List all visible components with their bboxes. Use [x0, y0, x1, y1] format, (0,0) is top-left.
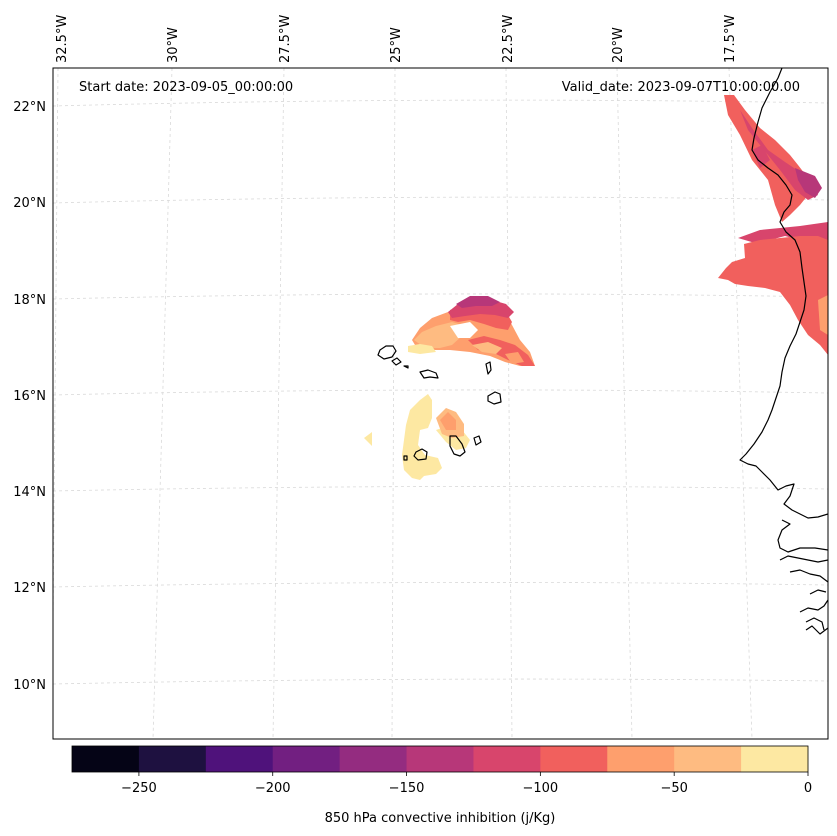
- lat-label: 18°N: [13, 293, 46, 308]
- lon-label: 20°W: [611, 27, 626, 63]
- lon-gridline: [152, 68, 173, 739]
- colorbar-segment: [205, 746, 274, 772]
- map-background: [53, 68, 828, 739]
- cin-area-minus-75: [440, 412, 456, 430]
- lon-label: 22.5°W: [501, 15, 516, 63]
- lon-label: 17.5°W: [723, 15, 738, 63]
- cin-area-minus-100: [718, 236, 828, 355]
- cin-area-minus-75: [818, 295, 828, 335]
- colorbar-segment: [406, 746, 474, 772]
- cin-area-minus-75: [505, 352, 524, 364]
- colorbar-label: 850 hPa convective inhibition (j/Kg): [325, 811, 556, 826]
- start-date-label: Start date: 2023-09-05_00:00:00: [79, 80, 293, 95]
- lon-gridline: [728, 68, 753, 739]
- island-santo-antao: [377, 345, 397, 360]
- lon-gridline: [616, 68, 633, 739]
- lat-gridline: [53, 582, 828, 588]
- graticule: [53, 68, 828, 739]
- colorbar-tick-label: −100: [523, 781, 559, 796]
- lat-gridline: [53, 389, 828, 396]
- lon-label: 25°W: [389, 27, 404, 63]
- colorbar-segment: [138, 746, 207, 772]
- lon-gridline: [391, 68, 396, 739]
- colorbar-segment: [272, 746, 341, 772]
- lon-labels: 32.5°W 30°W 27.5°W 25°W 22.5°W 20°W 17.5…: [55, 15, 738, 63]
- lon-label: 27.5°W: [278, 15, 293, 63]
- cin-contours: [364, 95, 828, 480]
- lon-label: 32.5°W: [55, 15, 70, 63]
- island-sal: [485, 361, 492, 375]
- lat-gridline: [53, 196, 828, 204]
- lat-label: 20°N: [13, 196, 46, 211]
- island-sao-nicolau: [419, 369, 439, 379]
- cin-area-minus-125: [738, 222, 828, 250]
- lat-label: 14°N: [13, 485, 46, 500]
- lat-label: 12°N: [13, 581, 46, 596]
- colorbar-tick-label: 0: [804, 781, 812, 796]
- cin-area-minus-150: [795, 168, 822, 198]
- coastline-africa: [739, 68, 828, 519]
- lat-gridline: [53, 678, 828, 685]
- island-boa-vista: [487, 391, 502, 405]
- coastline-senegal-gambia: [777, 519, 828, 635]
- lat-gridline: [53, 486, 828, 492]
- lat-label: 16°N: [13, 389, 46, 404]
- colorbar-segment: [339, 746, 408, 772]
- coastlines: [377, 68, 828, 635]
- island-santiago: [449, 435, 466, 457]
- colorbar-segments: [72, 746, 809, 772]
- lat-label: 22°N: [13, 100, 46, 115]
- colorbar: −250 −200 −150 −100 −50 0 850 hPa convective …: [71, 745, 812, 826]
- lon-label: 30°W: [166, 27, 181, 63]
- lon-gridline: [272, 68, 285, 739]
- cin-area-minus-25: [364, 432, 372, 446]
- colorbar-outline: [71, 745, 809, 773]
- colorbar-segment: [741, 746, 809, 772]
- colorbar-segment: [473, 746, 541, 772]
- lat-gridline: [53, 99, 828, 107]
- island-sao-vicente: [391, 357, 402, 366]
- colorbar-tick-label: −250: [121, 781, 157, 796]
- lat-labels: 22°N 20°N 18°N 16°N 14°N 12°N 10°N: [13, 100, 46, 693]
- colorbar-segment: [72, 746, 140, 772]
- cin-area-minus-50: [472, 342, 502, 354]
- colorbar-segment: [607, 746, 675, 772]
- cin-area-minus-25: [408, 344, 436, 354]
- colorbar-tick-label: −50: [660, 781, 687, 796]
- colorbar-tick-label: −150: [389, 781, 425, 796]
- map-frame: [52, 67, 829, 740]
- island-fogo: [413, 448, 428, 461]
- valid-date-label: Valid_date: 2023-09-07T10:00:00.00: [562, 80, 800, 95]
- island-brava: [403, 455, 408, 461]
- colorbar-tick-label: −200: [255, 781, 291, 796]
- cin-area-minus-125: [752, 145, 770, 168]
- lon-gridline: [505, 68, 513, 739]
- lat-label: 10°N: [13, 678, 46, 693]
- colorbar-segment: [674, 746, 742, 772]
- island-santa-luzia: [403, 365, 409, 369]
- island-maio: [473, 435, 482, 446]
- colorbar-ticks: −250 −200 −150 −100 −50 0: [121, 772, 812, 796]
- cin-area-minus-150: [456, 296, 500, 308]
- colorbar-segment: [540, 746, 608, 772]
- cin-area-minus-25: [402, 394, 442, 480]
- cin-gap: [450, 322, 478, 338]
- lat-gridline: [53, 293, 828, 300]
